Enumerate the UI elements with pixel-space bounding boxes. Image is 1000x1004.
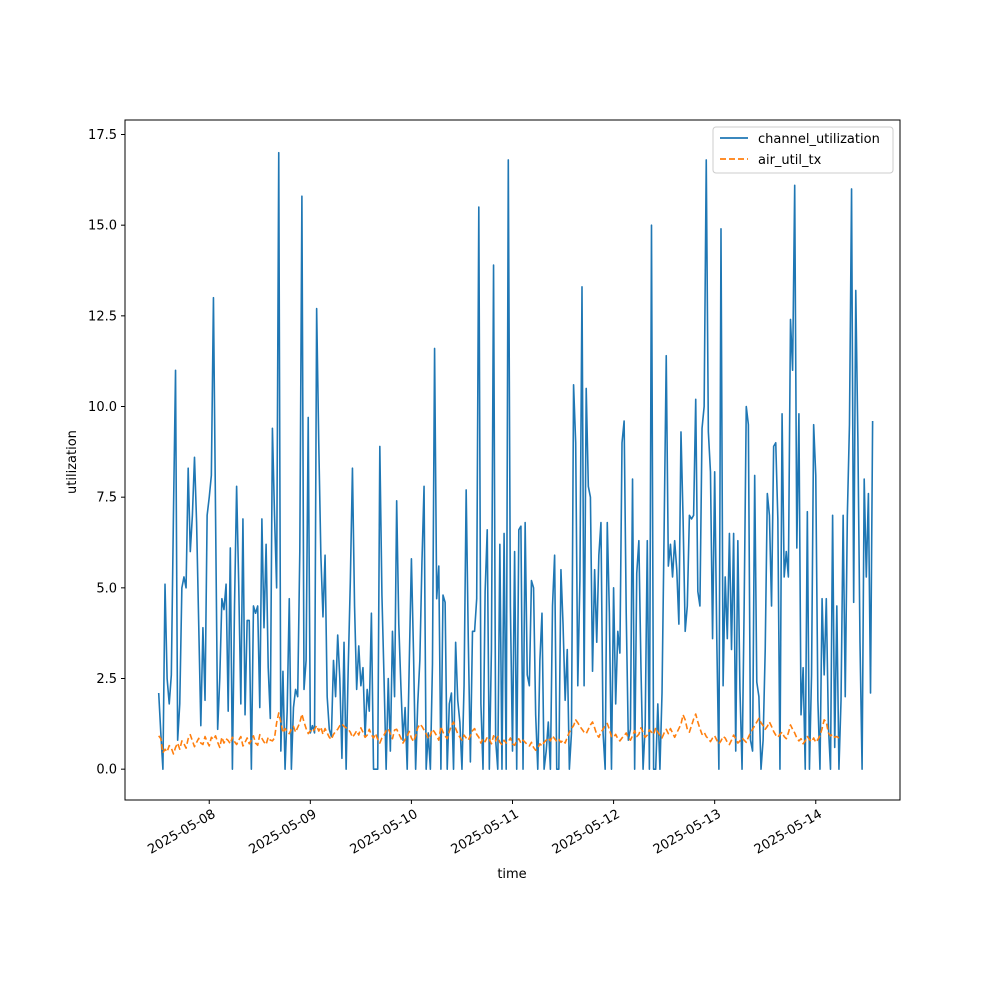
y-tick-label: 5.0 bbox=[96, 581, 117, 596]
y-tick-label: 2.5 bbox=[96, 672, 117, 687]
series-line-air-util-tx bbox=[158, 712, 840, 755]
legend-label-channel-utilization: channel_utilization bbox=[758, 132, 880, 147]
plot-lines bbox=[157, 151, 874, 770]
y-tick-label: 0.0 bbox=[96, 763, 117, 778]
y-tick-label: 7.5 bbox=[96, 491, 117, 506]
x-axis-label: time bbox=[497, 867, 526, 882]
y-tick-label: 15.0 bbox=[88, 219, 117, 234]
legend-label-air-util-tx: air_util_tx bbox=[758, 153, 822, 168]
y-tick-label: 17.5 bbox=[88, 128, 117, 143]
legend: channel_utilization air_util_tx bbox=[712, 126, 894, 174]
y-axis: 0.0 2.5 5.0 7.5 10.0 12.5 15.0 17.5 bbox=[88, 128, 125, 778]
y-tick-label: 10.0 bbox=[88, 400, 117, 415]
y-axis-label: utilization bbox=[65, 430, 80, 494]
y-tick-label: 12.5 bbox=[88, 309, 117, 324]
legend-box bbox=[712, 126, 894, 174]
series-line-channel-utilization bbox=[157, 151, 874, 770]
